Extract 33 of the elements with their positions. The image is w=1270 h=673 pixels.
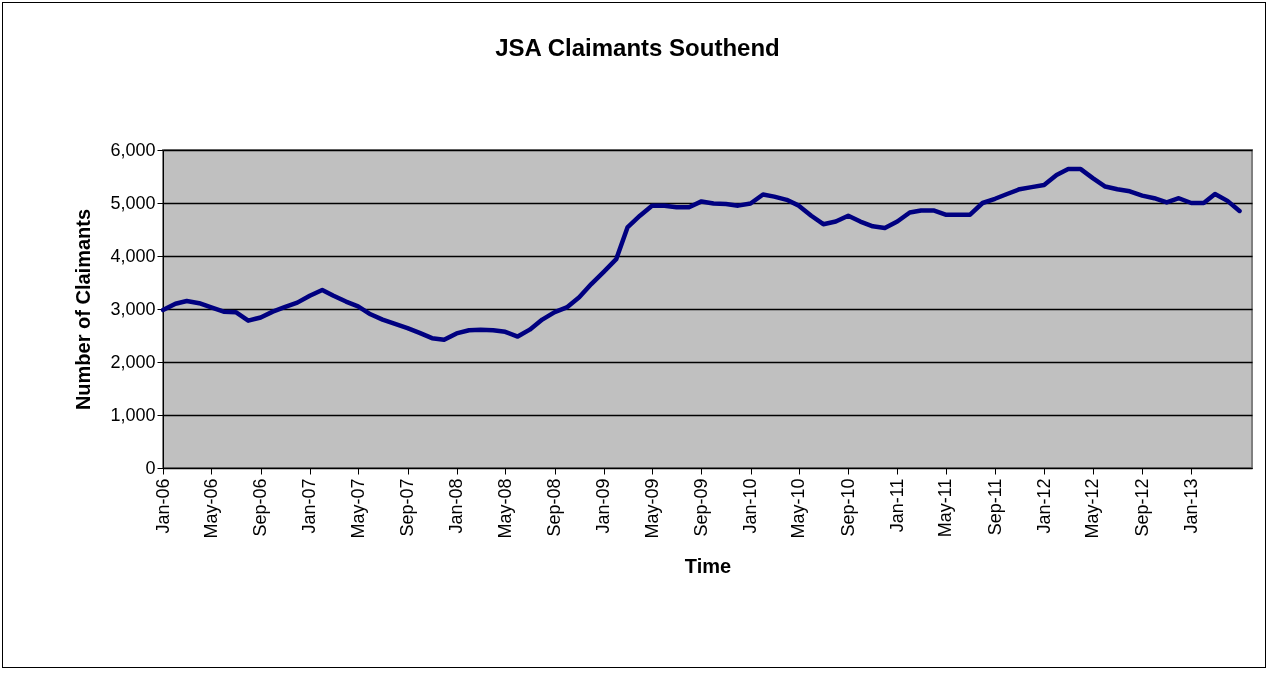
y-tick-label: 3,000 xyxy=(110,298,156,319)
x-tick-label: Jan-08 xyxy=(446,478,467,534)
x-tick-label: Jan-12 xyxy=(1033,478,1054,534)
line-series xyxy=(160,166,1242,342)
x-tick-label: Jan-13 xyxy=(1180,478,1201,534)
y-tick-label: 5,000 xyxy=(110,192,156,213)
x-tick-label: Sep-12 xyxy=(1131,478,1152,537)
x-tick-label: Sep-08 xyxy=(544,478,565,537)
x-tick-label: May-11 xyxy=(935,478,956,538)
x-tick-label: Sep-06 xyxy=(250,478,271,537)
x-tick-label: Jan-06 xyxy=(152,478,173,534)
x-tick-label: May-07 xyxy=(347,478,368,539)
x-tick-label: May-10 xyxy=(788,478,809,539)
x-tick-label: May-06 xyxy=(200,478,221,539)
x-tick-label: Sep-07 xyxy=(397,478,417,537)
chart-title: JSA Claimants Southend xyxy=(495,34,780,61)
x-tick-label: Jan-10 xyxy=(740,478,761,534)
x-tick-label: Jan-11 xyxy=(886,478,907,533)
x-tick-label: Sep-10 xyxy=(837,478,858,537)
y-tick-label: 0 xyxy=(145,457,156,478)
x-tick-label: May-12 xyxy=(1082,478,1103,539)
x-tick-label: May-09 xyxy=(641,478,662,539)
y-tick-label: 4,000 xyxy=(110,245,156,266)
y-tick-label: 6,000 xyxy=(110,139,156,160)
y-axis-title: Number of Claimants xyxy=(72,208,95,411)
x-tick-label: Jan-07 xyxy=(299,478,320,534)
x-tick-label: May-08 xyxy=(494,478,515,539)
y-tick-label: 1,000 xyxy=(110,404,156,425)
x-tick-label: Jan-09 xyxy=(593,478,614,534)
y-tick-label: 2,000 xyxy=(110,351,156,372)
x-axis-title: Time xyxy=(684,554,732,577)
x-tick-label: Sep-11 xyxy=(984,478,1005,536)
x-tick-label: Sep-09 xyxy=(690,478,711,537)
